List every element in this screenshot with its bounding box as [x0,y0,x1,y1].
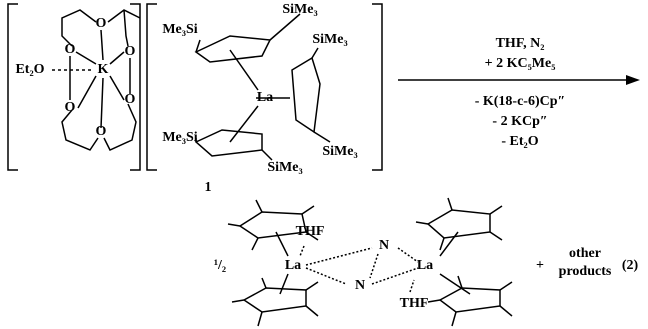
bracket [8,4,18,170]
compound-label: 1 [205,180,212,195]
cp-ring [196,130,262,156]
silyl-group: Me₃Si [162,130,197,145]
oxygen: O [96,124,107,139]
cp-star-ring [440,288,500,312]
reaction-scheme: Et₂O K O O O O O O La Me₃Si SiMe₃ SiMe₃ … [0,0,648,329]
silyl-group: SiMe₃ [282,2,317,17]
cp-ring [196,36,270,62]
oxygen: O [125,92,136,107]
equation-number: (2) [622,258,639,273]
bracket [372,4,382,170]
potassium: K [98,62,109,77]
nitrogen: N [379,238,389,253]
condition: + 2 KC₅Me₅ [485,56,556,71]
silyl-group: Me₃Si [162,22,197,37]
bracket [130,4,140,170]
byproduct: - K(18-c-6)Cp″ [475,94,566,109]
lanthanum: La [285,258,301,273]
silyl-group: SiMe₃ [312,32,347,47]
bracket [147,4,157,170]
oxygen: O [96,16,107,31]
cp-star-ring [428,210,490,238]
byproduct: - Et₂O [501,134,538,149]
oxygen: O [65,100,76,115]
oxygen: O [65,42,76,57]
condition: THF, N₂ [496,36,545,51]
other-products: other [569,246,601,261]
other-products: products [559,264,612,279]
k-o-bonds [76,30,124,128]
thf-ligand: THF [400,296,429,311]
silyl-group: SiMe₃ [267,160,302,175]
byproduct: - 2 KCp″ [492,114,547,129]
cp-star-ring [244,288,306,312]
lanthanum: La [417,258,433,273]
thf-ligand: THF [296,224,325,239]
arrow-head [626,75,640,85]
silyl-group: SiMe₃ [322,144,357,159]
coefficient: ¹/₂ [214,258,226,273]
ether: Et₂O [15,62,44,77]
cp-ring [292,58,320,132]
oxygen: O [125,44,136,59]
plus: + [536,258,544,273]
lanthanum: La [257,90,273,105]
nitrogen: N [355,278,365,293]
